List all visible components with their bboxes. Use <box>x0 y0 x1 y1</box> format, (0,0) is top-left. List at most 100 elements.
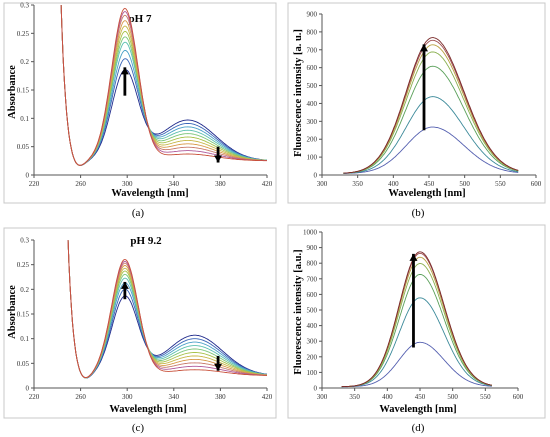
panel-a-ylabel: Absorbance <box>7 65 18 119</box>
x-tick-label: 420 <box>262 180 273 188</box>
y-tick-label: 0.05 <box>17 143 30 151</box>
trend-arrow-1-head <box>120 281 129 289</box>
panel-d-xlabel: Wavelength [nm] <box>379 404 456 415</box>
x-tick-label: 220 <box>29 393 40 401</box>
y-tick-label: 0.25 <box>17 261 30 269</box>
panel-b-ylabel: Fluorescence intensity [a. u.] <box>293 29 304 157</box>
panel-c-label: (c) <box>132 422 145 434</box>
series-group <box>67 240 267 379</box>
panel-d-ylabel: Fluorescence intensity [a.u.] <box>293 249 304 374</box>
x-tick-label: 260 <box>75 393 86 401</box>
panel-b-label: (b) <box>412 207 425 219</box>
x-tick-label: 300 <box>122 393 133 401</box>
y-tick-label: 300 <box>307 118 318 126</box>
trend-arrow-2-head <box>214 155 223 163</box>
y-tick-label: 400 <box>307 100 318 108</box>
y-tick-label: 0 <box>26 172 30 180</box>
x-tick-label: 340 <box>169 393 180 401</box>
y-tick-label: 0 <box>314 172 318 180</box>
panel-a-label: (a) <box>132 207 145 219</box>
panel-b-frame <box>287 2 546 204</box>
plot-b: 300 350 400 450 500 550 600 0 100 200 300 400 500 600… <box>307 11 542 189</box>
panel-c-title: pH 9.2 <box>130 235 162 247</box>
panel-a-xlabel: Wavelength [nm] <box>111 188 188 199</box>
panel-c-ylabel: Absorbance <box>7 285 18 339</box>
series-group <box>343 37 519 174</box>
x-tick-label: 350 <box>349 393 360 401</box>
panel-d: Fluorescence intensity [a.u.] Wavelength… <box>287 224 546 419</box>
x-tick-label: 500 <box>447 393 458 401</box>
y-tick-label: 0.3 <box>20 2 29 10</box>
plot-a: 220 260 300 340 380 420 0 0.05 0.1 0.15 0.2 0.25 0.3 <box>17 2 273 189</box>
y-tick-label: 500 <box>307 82 318 90</box>
series-group <box>341 251 492 388</box>
series-line-2 <box>343 96 519 174</box>
x-tick-label: 260 <box>75 180 86 188</box>
y-tick-label: 100 <box>307 369 318 377</box>
series-line-7 <box>343 37 519 174</box>
x-tick-label: 220 <box>29 180 40 188</box>
x-tick-label: 350 <box>352 180 363 188</box>
panel-d-label: (d) <box>412 422 425 434</box>
x-tick-label: 550 <box>495 180 506 188</box>
x-tick-label: 380 <box>215 393 226 401</box>
y-tick-label: 500 <box>307 307 318 315</box>
x-tick-label: 450 <box>424 180 435 188</box>
y-tick-label: 600 <box>307 291 318 299</box>
x-tick-label: 500 <box>459 180 470 188</box>
plot-d: 300 350 400 450 500 550 600 0 100 200 300 400 500 600… <box>303 229 524 402</box>
y-tick-label: 700 <box>307 275 318 283</box>
panel-b-xlabel: Wavelength [nm] <box>388 188 465 199</box>
panel-b: Fluorescence intensity [a. u.] Wavelengt… <box>287 2 546 204</box>
y-tick-label: 0.2 <box>20 58 29 66</box>
series-line-2 <box>341 297 492 388</box>
panel-a-title: pH 7 <box>129 13 152 25</box>
y-tick-label: 700 <box>307 46 318 54</box>
trend-arrow-2-head <box>214 363 223 371</box>
y-tick-label: 1000 <box>303 229 318 237</box>
y-tick-label: 0.15 <box>17 87 30 95</box>
y-tick-label: 0.05 <box>17 360 30 368</box>
y-tick-label: 0 <box>26 385 30 393</box>
y-tick-label: 0.1 <box>20 335 29 343</box>
panel-a-frame <box>3 2 277 204</box>
y-tick-label: 300 <box>307 338 318 346</box>
series-line-11 <box>67 240 267 379</box>
y-tick-label: 0.3 <box>20 237 29 245</box>
x-tick-label: 300 <box>317 393 328 401</box>
series-line-11 <box>60 5 267 166</box>
plot-c: 220 260 300 340 380 420 0 0.05 0.1 0.15 0.2 0.25 0.3 <box>17 237 273 402</box>
y-tick-label: 400 <box>307 322 318 330</box>
panel-a: pH 7 Absorbance Wavelength [nm] 220 260 30… <box>3 2 277 204</box>
series-group <box>60 5 267 166</box>
x-tick-label: 600 <box>513 393 524 401</box>
x-tick-label: 400 <box>388 180 399 188</box>
series-line-3 <box>343 65 519 174</box>
y-tick-label: 900 <box>307 11 318 19</box>
trend-arrow-1-head <box>120 67 129 75</box>
series-line-1 <box>343 126 519 174</box>
y-tick-label: 0.15 <box>17 311 30 319</box>
y-tick-label: 800 <box>307 28 318 36</box>
x-tick-label: 420 <box>262 393 273 401</box>
y-tick-label: 600 <box>307 64 318 72</box>
panel-c: pH 9.2 Absorbance Wavelength [nm] 220 260… <box>3 227 277 419</box>
x-tick-label: 550 <box>480 393 491 401</box>
series-line-7 <box>341 251 492 388</box>
x-tick-label: 450 <box>415 393 426 401</box>
x-tick-label: 600 <box>531 180 542 188</box>
y-tick-label: 0.25 <box>17 30 30 38</box>
x-tick-label: 400 <box>382 393 393 401</box>
panel-d-frame <box>287 224 546 419</box>
y-tick-label: 200 <box>307 353 318 361</box>
y-tick-label: 0.2 <box>20 286 29 294</box>
y-tick-label: 900 <box>307 244 318 252</box>
x-tick-label: 300 <box>317 180 328 188</box>
x-tick-label: 300 <box>122 180 133 188</box>
y-tick-label: 0 <box>314 385 318 393</box>
series-line-1 <box>341 341 492 388</box>
x-tick-label: 380 <box>215 180 226 188</box>
trend-arrow-1-head <box>409 253 418 261</box>
y-tick-label: 100 <box>307 154 318 162</box>
